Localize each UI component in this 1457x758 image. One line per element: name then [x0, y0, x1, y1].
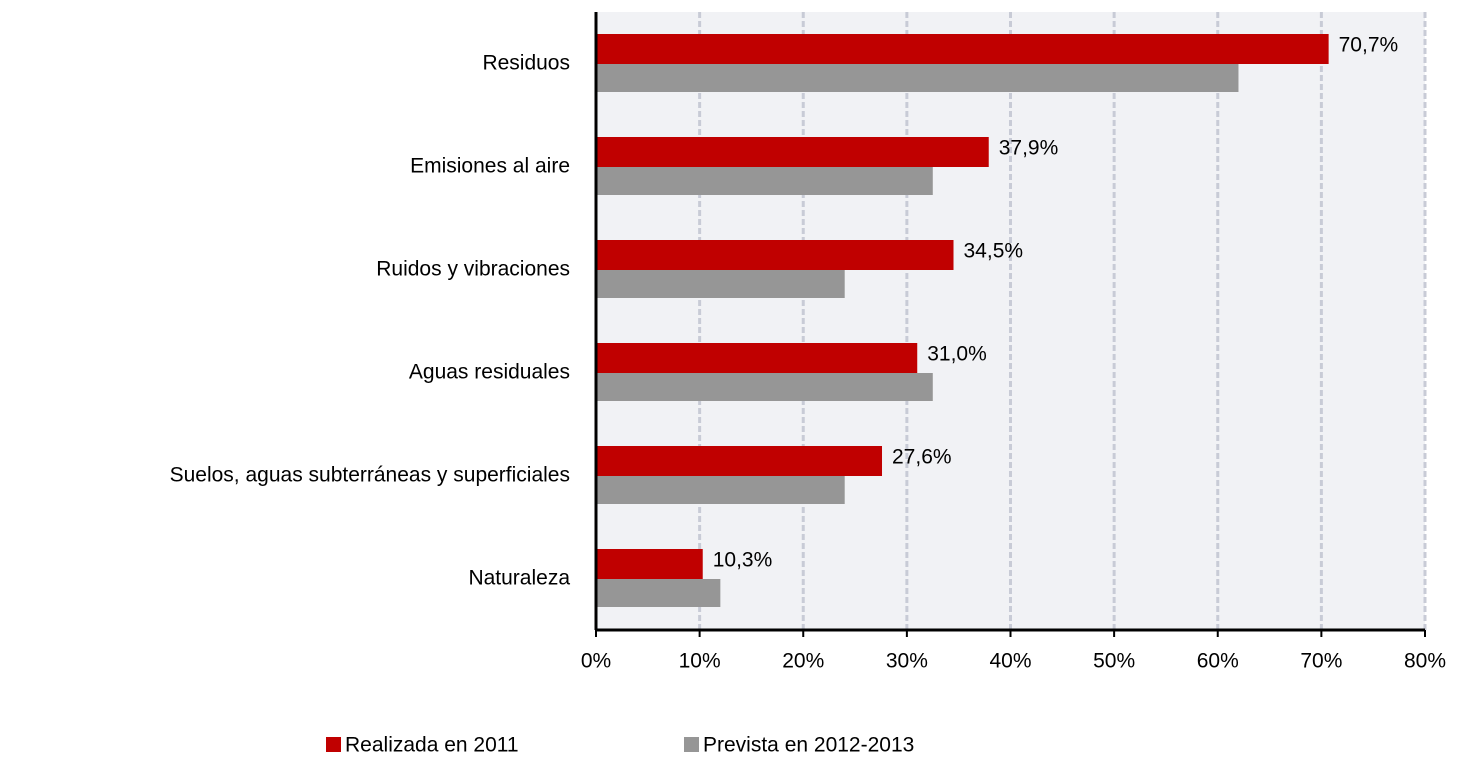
- legend-label: Prevista en 2012-2013: [703, 734, 914, 757]
- bar: [596, 579, 721, 607]
- data-label: 27,6%: [892, 446, 952, 469]
- bar: [596, 34, 1329, 64]
- x-tick-label: 30%: [886, 650, 928, 673]
- legend-swatch: [684, 737, 699, 752]
- category-label: Naturaleza: [468, 567, 570, 590]
- category-label: Residuos: [482, 52, 570, 75]
- data-label: 34,5%: [964, 240, 1024, 263]
- bar: [596, 373, 933, 401]
- legend-label: Realizada en 2011: [345, 734, 519, 757]
- bar: [596, 137, 989, 167]
- legend-swatch: [326, 737, 341, 752]
- bar: [596, 549, 703, 579]
- bar: [596, 64, 1239, 92]
- x-tick-label: 0%: [581, 650, 611, 673]
- bar: [596, 446, 883, 476]
- x-tick-label: 80%: [1404, 650, 1446, 673]
- category-label: Emisiones al aire: [410, 155, 570, 178]
- x-tick-label: 60%: [1197, 650, 1239, 673]
- category-label: Ruidos y vibraciones: [376, 258, 570, 281]
- data-label: 10,3%: [713, 549, 773, 572]
- x-tick-label: 70%: [1300, 650, 1342, 673]
- bar: [596, 343, 918, 373]
- x-tick-label: 50%: [1093, 650, 1135, 673]
- data-label: 70,7%: [1339, 34, 1399, 57]
- data-label: 31,0%: [927, 343, 987, 366]
- x-tick-label: 10%: [679, 650, 721, 673]
- bar: [596, 476, 845, 504]
- bar: [596, 167, 933, 195]
- category-label: Aguas residuales: [409, 361, 570, 384]
- data-label: 37,9%: [999, 137, 1059, 160]
- category-label: Suelos, aguas subterráneas y superficial…: [170, 464, 570, 487]
- bar: [596, 240, 954, 270]
- bar: [596, 270, 845, 298]
- x-tick-label: 20%: [782, 650, 824, 673]
- x-tick-label: 40%: [989, 650, 1031, 673]
